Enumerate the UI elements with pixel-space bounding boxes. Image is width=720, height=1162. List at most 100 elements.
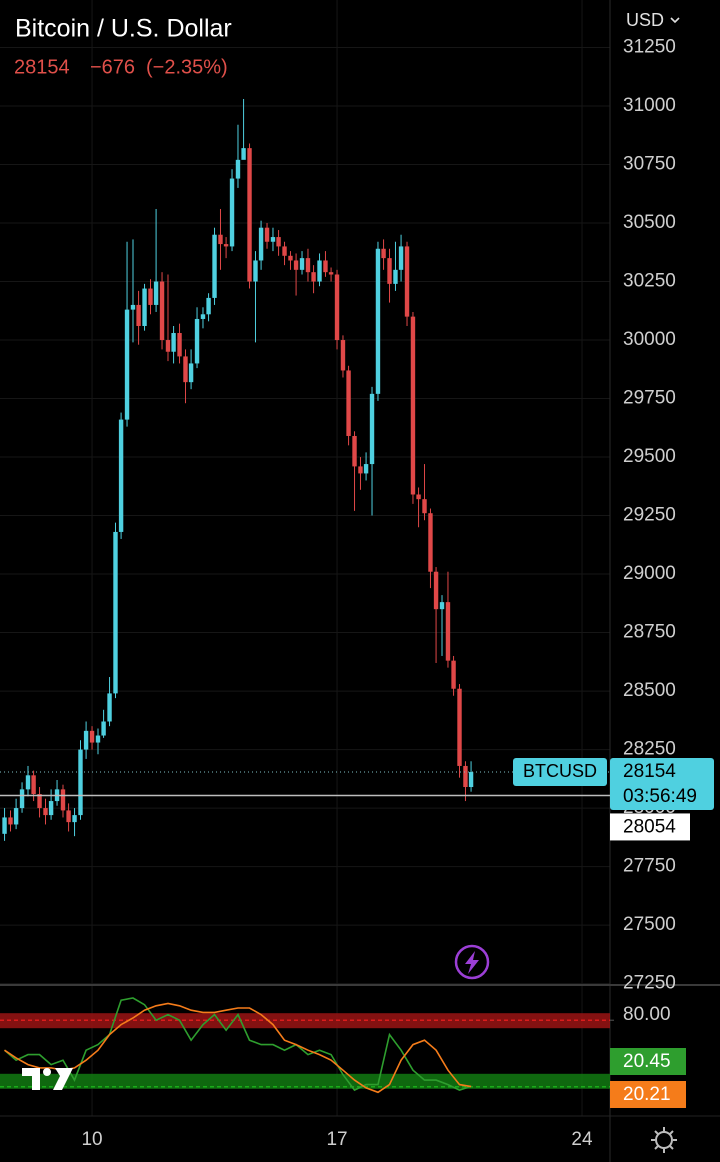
y-tick-label: 30750 — [623, 154, 676, 175]
indicator-line — [4, 1002, 472, 1094]
candle-body — [457, 688, 462, 766]
candle-body — [223, 244, 229, 247]
candle-body — [334, 274, 340, 341]
candle-body — [282, 246, 287, 256]
candle-body — [218, 234, 223, 245]
y-tick-label: 28500 — [623, 680, 676, 701]
indicator-value: 20.21 — [623, 1084, 671, 1105]
y-tick-label: 80.00 — [623, 1004, 671, 1025]
candle-body — [276, 237, 281, 247]
candle-body — [428, 513, 433, 572]
y-tick-label: 29000 — [623, 563, 676, 584]
chevron — [670, 17, 680, 24]
chart-title: Bitcoin / U.S. Dollar — [15, 15, 232, 43]
candle-body — [124, 309, 130, 420]
candle-body — [288, 255, 293, 261]
candle-body — [212, 234, 217, 298]
candle-body — [299, 258, 305, 270]
candle-body — [410, 316, 416, 495]
logo[interactable] — [22, 1068, 73, 1090]
candle-body — [241, 148, 246, 160]
candle-body — [13, 808, 19, 825]
candle-body — [235, 159, 241, 179]
candle-body — [60, 789, 66, 811]
candle-body — [404, 246, 410, 317]
candle-body — [253, 260, 258, 282]
candle-body — [43, 808, 48, 816]
indicator-value: 20.45 — [623, 1051, 671, 1072]
y-tick-label: 30250 — [623, 271, 676, 292]
price-change: −676 — [90, 56, 135, 78]
y-tick-label: 27750 — [623, 856, 676, 877]
candle-body — [130, 304, 136, 310]
candle-body — [229, 178, 235, 247]
candle-body — [153, 281, 159, 305]
lightning-ring — [454, 944, 490, 980]
y-tick-label: 28750 — [623, 622, 676, 643]
y-tick-label: 27500 — [623, 914, 676, 935]
candle-body — [101, 721, 106, 736]
price-tag — [610, 758, 714, 811]
candle-body — [439, 602, 445, 610]
x-tick-label: 24 — [571, 1129, 593, 1150]
currency[interactable]: USD — [626, 10, 664, 30]
level-band — [0, 1073, 610, 1089]
y-tick-label: 29500 — [623, 446, 676, 467]
candle-body — [340, 340, 346, 371]
candle-body — [113, 531, 118, 694]
candle-body — [433, 571, 439, 610]
candle-body — [358, 466, 363, 474]
candle-body — [305, 258, 311, 273]
currency-selector[interactable]: USD — [626, 10, 680, 30]
candle-body — [375, 248, 381, 394]
candle-body — [258, 227, 264, 261]
candle-body — [95, 735, 101, 743]
candle-body — [247, 148, 252, 282]
symbol-tag — [513, 758, 607, 787]
candle-body — [328, 272, 334, 275]
reference-tag — [610, 813, 690, 841]
candle-body — [416, 494, 421, 500]
candle-body — [293, 260, 299, 270]
y-tick-label: 29750 — [623, 388, 676, 409]
y-tick-label: 31000 — [623, 95, 676, 116]
logo-part — [22, 1068, 40, 1090]
candle-body — [468, 772, 474, 788]
lightning-bolt — [465, 951, 479, 974]
logo-part — [53, 1068, 73, 1090]
indicator-tag — [610, 1081, 686, 1108]
candle-body — [37, 794, 42, 809]
candle-body — [2, 817, 7, 834]
candle-body — [463, 765, 468, 788]
candle-body — [188, 363, 194, 383]
y-tick-label: 30000 — [623, 329, 676, 350]
candle-body — [183, 356, 188, 383]
candle-body — [72, 815, 77, 823]
candle-body — [369, 393, 375, 465]
candle-body — [200, 314, 206, 319]
x-tick-label: 10 — [81, 1129, 102, 1150]
candle-body — [422, 499, 427, 514]
candle-body — [206, 297, 211, 315]
candle-body — [363, 464, 369, 474]
candle-body — [165, 340, 171, 352]
symbol-label: BTCUSD — [523, 761, 597, 781]
last-price: 28154 — [14, 56, 70, 78]
candle-body — [398, 246, 404, 270]
candle-body — [171, 333, 176, 352]
price-change-percent: (−2.35%) — [146, 56, 228, 78]
candle-body — [107, 693, 112, 722]
candle-body — [25, 775, 31, 790]
settings-button[interactable] — [651, 1127, 677, 1153]
countdown: 03:56:49 — [623, 786, 697, 807]
candle-body — [83, 730, 89, 750]
candle-body — [194, 318, 200, 364]
candle-body — [323, 260, 328, 273]
lightning-button[interactable] — [454, 944, 490, 980]
reference-tag-value: 28054 — [623, 816, 676, 837]
grid — [0, 0, 610, 1116]
gear — [655, 1131, 673, 1149]
